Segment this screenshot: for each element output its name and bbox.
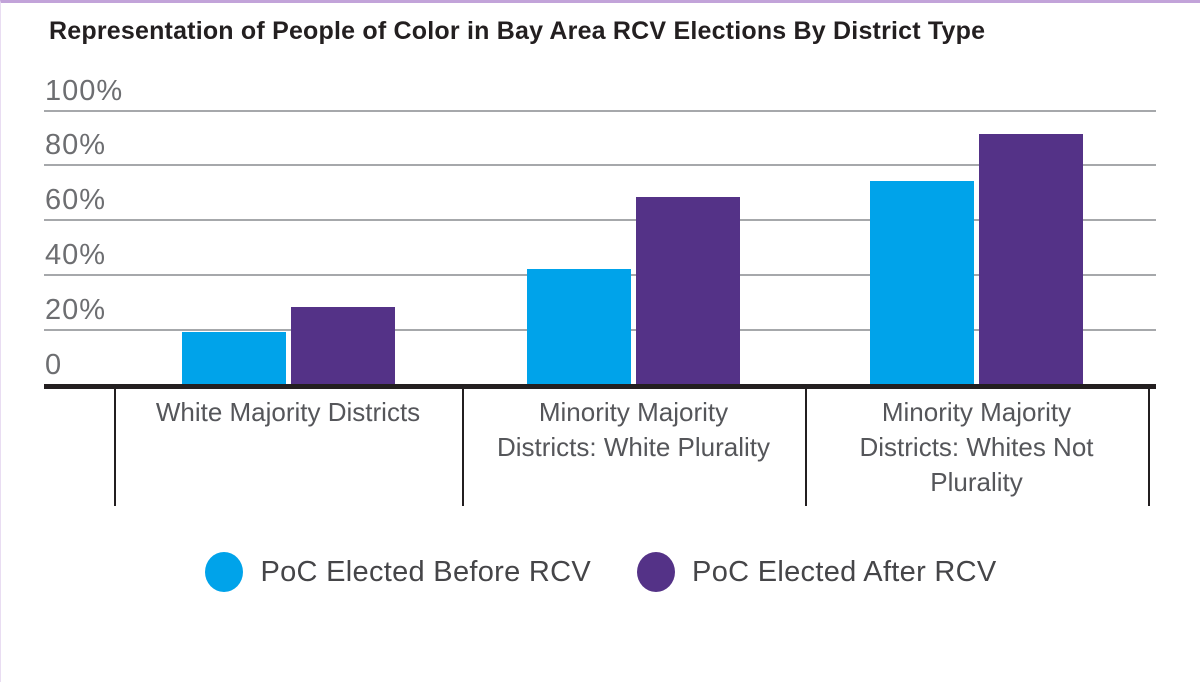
y-axis-tick-label: 20% <box>45 294 107 327</box>
legend-swatch-after-rcv <box>637 552 676 592</box>
category-separator <box>1148 385 1150 506</box>
x-axis-category-label: Minority Majority Districts: Whites Not … <box>859 397 1094 497</box>
gridline <box>44 109 1156 112</box>
x-axis-line <box>44 384 1156 389</box>
legend-item: PoC Elected After RCV <box>637 552 996 592</box>
category-separator <box>462 385 464 506</box>
gridline <box>44 164 1156 167</box>
y-axis-tick-label: 40% <box>45 239 107 272</box>
legend-label: PoC Elected Before RCV <box>260 555 592 588</box>
y-axis-tick-label: 0 <box>45 349 63 381</box>
y-axis-tick-label: 80% <box>45 129 107 162</box>
legend-swatch-before-rcv <box>205 552 244 592</box>
y-axis-tick-label: 60% <box>45 184 107 217</box>
chart-legend: PoC Elected Before RCV PoC Elected After … <box>1 552 1200 592</box>
bar-chart-plot-area: 0 20% 40% 60% 80% 100% White Majority District… <box>1 3 1200 543</box>
bar-after-rcv <box>979 134 1083 384</box>
x-axis-category-label: White Majority Districts <box>155 397 421 427</box>
bar-before-rcv <box>870 180 974 384</box>
y-axis-tick-label: 100% <box>45 74 124 107</box>
legend-item: PoC Elected Before RCV <box>205 552 591 592</box>
category-separator <box>114 385 116 506</box>
bar-after-rcv <box>290 307 395 384</box>
legend-label: PoC Elected After RCV <box>692 555 997 588</box>
bar-after-rcv <box>636 197 740 384</box>
gridline <box>44 219 1156 222</box>
bar-before-rcv <box>527 268 631 384</box>
bar-before-rcv <box>181 331 286 384</box>
category-separator <box>805 385 807 506</box>
x-axis-category-label: Minority Majority Districts: White Plura… <box>496 397 771 462</box>
chart-title: Representation of People of Color in Bay… <box>49 17 986 45</box>
